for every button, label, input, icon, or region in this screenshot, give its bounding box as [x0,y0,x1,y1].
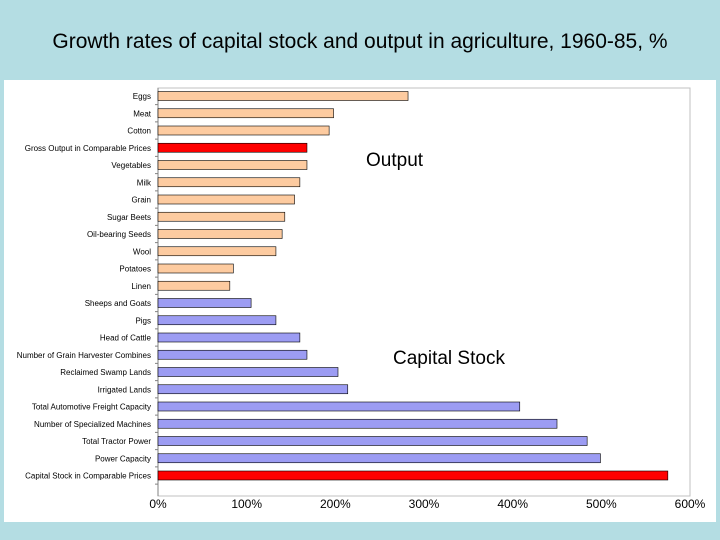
bar-chart: Eggs Meat Cotton Gross Output in Comparable… [17,87,706,511]
category-label-5: Milk [137,178,152,187]
annotation-capital-stock: Capital Stock [393,348,505,369]
category-label-19: Number of Specialized Machines [34,420,151,429]
category-label-3: Gross Output in Comparable Prices [25,144,151,153]
category-label-8: Oil-bearing Seeds [87,230,151,239]
bar-9 [157,246,277,257]
category-label-11: Linen [131,282,151,291]
category-label-15: Number of Grain Harvester Combines [17,351,151,360]
category-label-12: Sheeps and Goats [85,299,151,308]
bar-0 [157,91,409,101]
slide-title: Growth rates of capital stock and output… [52,30,668,53]
category-label-7: Sugar Beets [107,213,151,222]
bar-16 [157,367,339,377]
category-labels-group: Eggs Meat Cotton Gross Output in Comparable… [17,92,152,481]
category-label-14: Head of Cattle [100,334,152,343]
category-label-4: Vegetables [111,161,151,170]
category-label-20: Total Tractor Power [82,437,151,446]
x-tick-label-1: 100% [231,497,262,511]
bar-15 [157,349,308,360]
bar-2 [157,125,330,136]
x-tick-label-5: 500% [586,497,617,511]
category-label-22: Capital Stock in Comparable Prices [25,472,151,481]
bar-5 [157,177,301,188]
tick-labels-group: 0% 100% 200% 300% 400% 500% 600% [149,497,705,511]
bar-12 [157,298,252,308]
category-label-2: Cotton [127,127,151,136]
bar-6 [157,194,295,205]
x-tick-label-0: 0% [149,497,167,511]
category-label-9: Wool [133,247,151,256]
bar-7 [157,211,286,222]
category-label-0: Eggs [133,92,151,101]
bar-17 [157,384,349,395]
category-label-18: Total Automotive Freight Capacity [32,403,151,412]
bar-14 [157,332,301,343]
category-label-6: Grain [131,196,151,205]
category-label-17: Irrigated Lands [98,385,151,394]
bar-8 [157,229,283,239]
bars-group [155,91,669,485]
category-label-1: Meat [133,109,152,118]
x-tick-label-6: 600% [675,497,706,511]
bar-3 [157,142,308,153]
bar-22 [157,470,669,481]
category-label-21: Power Capacity [95,454,151,463]
bar-4 [157,160,308,170]
bar-19 [157,418,558,429]
category-label-16: Reclaimed Swamp Lands [60,368,151,377]
annotation-output: Output [366,150,424,171]
bar-1 [157,108,334,119]
bar-21 [157,453,601,464]
x-tick-label-2: 200% [320,497,351,511]
bar-10 [157,263,234,274]
bar-20 [157,436,588,446]
x-tick-label-4: 400% [497,497,528,511]
category-label-10: Potatoes [119,265,151,274]
bar-13 [157,315,277,326]
x-tick-label-3: 300% [409,497,440,511]
bar-11 [157,280,231,291]
chart-panel: Eggs Meat Cotton Gross Output in Comparable… [4,80,716,522]
category-label-13: Pigs [135,316,151,325]
bar-18 [157,401,521,412]
